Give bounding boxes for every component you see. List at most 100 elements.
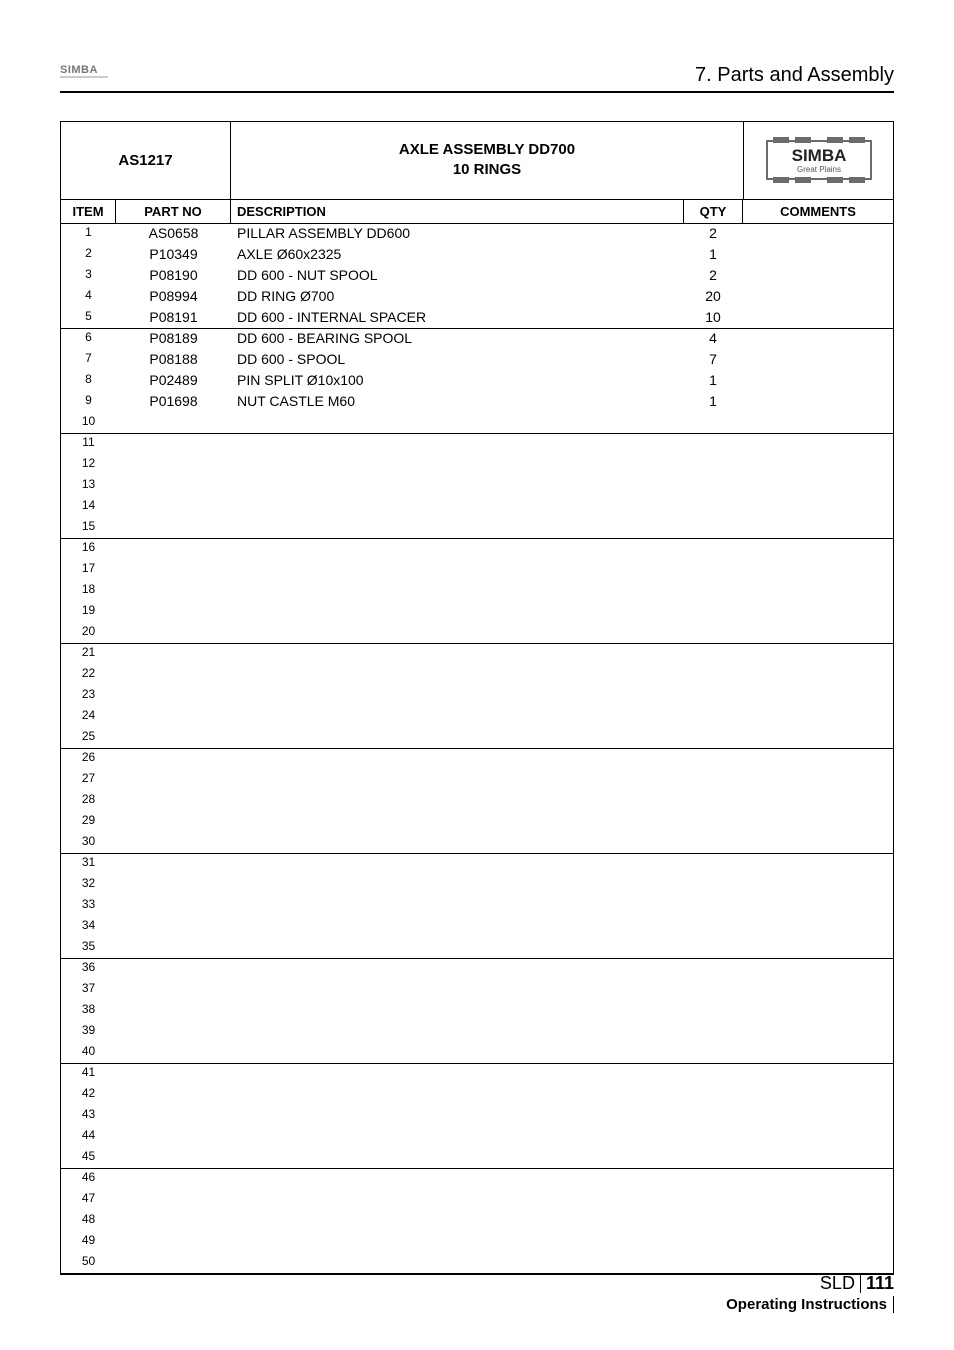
cell-description [231,917,683,938]
cell-part-no [116,1190,231,1211]
cell-comments [743,392,893,413]
table-row: 48 [61,1211,893,1232]
cell-qty [683,1190,743,1211]
table-row: 14 [61,497,893,518]
table-row: 44 [61,1127,893,1148]
cell-comments [743,833,893,853]
cell-comments [743,224,893,245]
page-footer: SLD 111 Operating Instructions [726,1273,894,1314]
table-row: 31 [61,854,893,875]
cell-description [231,539,683,560]
cell-comments [743,686,893,707]
cell-description [231,476,683,497]
cell-item: 49 [61,1232,116,1253]
cell-item: 12 [61,455,116,476]
table-row: 42 [61,1085,893,1106]
cell-part-no [116,644,231,665]
cell-item: 13 [61,476,116,497]
cell-qty [683,707,743,728]
cell-qty [683,1127,743,1148]
cell-description [231,1253,683,1273]
cell-comments [743,665,893,686]
cell-part-no [116,1064,231,1085]
table-row: 3P08190DD 600 - NUT SPOOL2 [61,266,893,287]
cell-part-no: P08994 [116,287,231,308]
cell-item: 5 [61,308,116,328]
cell-description: PIN SPLIT Ø10x100 [231,371,683,392]
cell-qty [683,749,743,770]
table-row: 50 [61,1253,893,1274]
cell-description: DD 600 - SPOOL [231,350,683,371]
table-row: 46 [61,1169,893,1190]
cell-part-no [116,1211,231,1232]
cell-comments [743,623,893,643]
cell-item: 33 [61,896,116,917]
cell-qty [683,518,743,538]
cell-item: 36 [61,959,116,980]
cell-item: 23 [61,686,116,707]
cell-description [231,1043,683,1063]
cell-description: DD RING Ø700 [231,287,683,308]
cell-description [231,1169,683,1190]
cell-description [231,749,683,770]
cell-item: 26 [61,749,116,770]
cell-description [231,833,683,853]
small-logo: SIMBA [60,60,110,87]
cell-description [231,665,683,686]
cell-description [231,497,683,518]
small-logo-text: SIMBA [60,64,98,76]
cell-comments [743,497,893,518]
op-inst-wrap: Operating Instructions [726,1294,894,1314]
cell-part-no [116,1022,231,1043]
cell-item: 40 [61,1043,116,1063]
cell-qty [683,602,743,623]
cell-qty [683,1001,743,1022]
cell-item: 14 [61,497,116,518]
cell-description [231,728,683,748]
cell-part-no [116,1148,231,1168]
cell-item: 35 [61,938,116,958]
cell-comments [743,1127,893,1148]
cell-description [231,560,683,581]
table-row: 2P10349AXLE Ø60x23251 [61,245,893,266]
cell-item: 10 [61,413,116,433]
col-description: DESCRIPTION [231,200,683,223]
cell-part-no [116,602,231,623]
cell-comments [743,1085,893,1106]
cell-item: 19 [61,602,116,623]
cell-qty [683,896,743,917]
cell-item: 16 [61,539,116,560]
cell-part-no [116,980,231,1001]
cell-part-no [116,539,231,560]
table-row: 17 [61,560,893,581]
cell-qty [683,539,743,560]
cell-qty: 4 [683,329,743,350]
cell-part-no [116,434,231,455]
cell-description [231,707,683,728]
cell-qty [683,1106,743,1127]
cell-description: NUT CASTLE M60 [231,392,683,413]
cell-comments [743,1211,893,1232]
cell-qty [683,686,743,707]
cell-part-no: AS0658 [116,224,231,245]
table-row: 10 [61,413,893,434]
cell-comments [743,875,893,896]
table-row: 38 [61,1001,893,1022]
cell-part-no [116,1169,231,1190]
cell-part-no: P10349 [116,245,231,266]
table-row: 47 [61,1190,893,1211]
cell-description: AXLE Ø60x2325 [231,245,683,266]
cell-description [231,980,683,1001]
cell-part-no [116,1085,231,1106]
cell-item: 17 [61,560,116,581]
table-row: 13 [61,476,893,497]
table-row: 15 [61,518,893,539]
cell-part-no [116,875,231,896]
table-row: 18 [61,581,893,602]
cell-qty [683,581,743,602]
cell-description [231,623,683,643]
cell-comments [743,938,893,958]
cell-part-no [116,518,231,538]
cell-item: 39 [61,1022,116,1043]
cell-description [231,938,683,958]
